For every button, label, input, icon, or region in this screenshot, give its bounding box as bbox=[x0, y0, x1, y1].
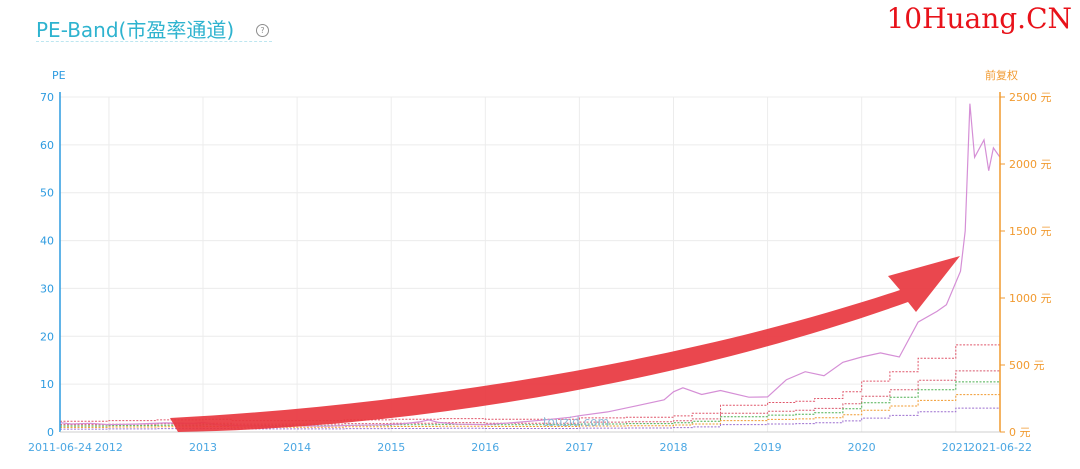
right-tick-label: 2000 元 bbox=[1009, 158, 1052, 171]
left-tick-label: 40 bbox=[40, 235, 54, 248]
left-tick-label: 50 bbox=[40, 187, 54, 200]
right-tick-label: 0 元 bbox=[1009, 426, 1031, 439]
left-tick-label: 20 bbox=[40, 330, 54, 343]
x-tick-label: 2011-06-24 bbox=[28, 441, 92, 454]
left-axis-title: PE bbox=[52, 69, 66, 82]
left-tick-label: 30 bbox=[40, 282, 54, 295]
x-tick-label: 2020 bbox=[848, 441, 876, 454]
x-tick-label: 2015 bbox=[377, 441, 405, 454]
trend-arrow-icon bbox=[170, 256, 960, 432]
center-brand-text: touzid.com bbox=[543, 415, 609, 429]
question-circle-icon[interactable]: ? bbox=[256, 24, 269, 37]
left-tick-label: 60 bbox=[40, 139, 54, 152]
x-tick-label: 2021-06-22 bbox=[968, 441, 1032, 454]
x-tick-label: 2021 bbox=[942, 441, 970, 454]
right-tick-label: 1500 元 bbox=[1009, 225, 1052, 238]
title-underline bbox=[36, 41, 272, 42]
x-tick-label: 2014 bbox=[283, 441, 311, 454]
chart-title: PE-Band(市盈率通道) bbox=[36, 18, 235, 42]
price-series-line bbox=[59, 103, 1001, 428]
x-tick-label: 2012 bbox=[95, 441, 123, 454]
x-tick-label: 2013 bbox=[189, 441, 217, 454]
left-tick-label: 0 bbox=[47, 426, 54, 439]
x-tick-label: 2016 bbox=[471, 441, 499, 454]
right-tick-label: 2500 元 bbox=[1009, 91, 1052, 104]
x-tick-label: 2018 bbox=[659, 441, 687, 454]
watermark-text: 10Huang.CN bbox=[886, 2, 1072, 35]
x-tick-label: 2019 bbox=[754, 441, 782, 454]
left-tick-label: 10 bbox=[40, 378, 54, 391]
x-tick-label: 2017 bbox=[565, 441, 593, 454]
right-tick-label: 500 元 bbox=[1009, 359, 1045, 372]
pe-band-series-line bbox=[60, 331, 1001, 422]
right-tick-label: 1000 元 bbox=[1009, 292, 1052, 305]
right-axis-title: 前复权 bbox=[985, 68, 1018, 82]
left-tick-label: 70 bbox=[40, 91, 54, 104]
